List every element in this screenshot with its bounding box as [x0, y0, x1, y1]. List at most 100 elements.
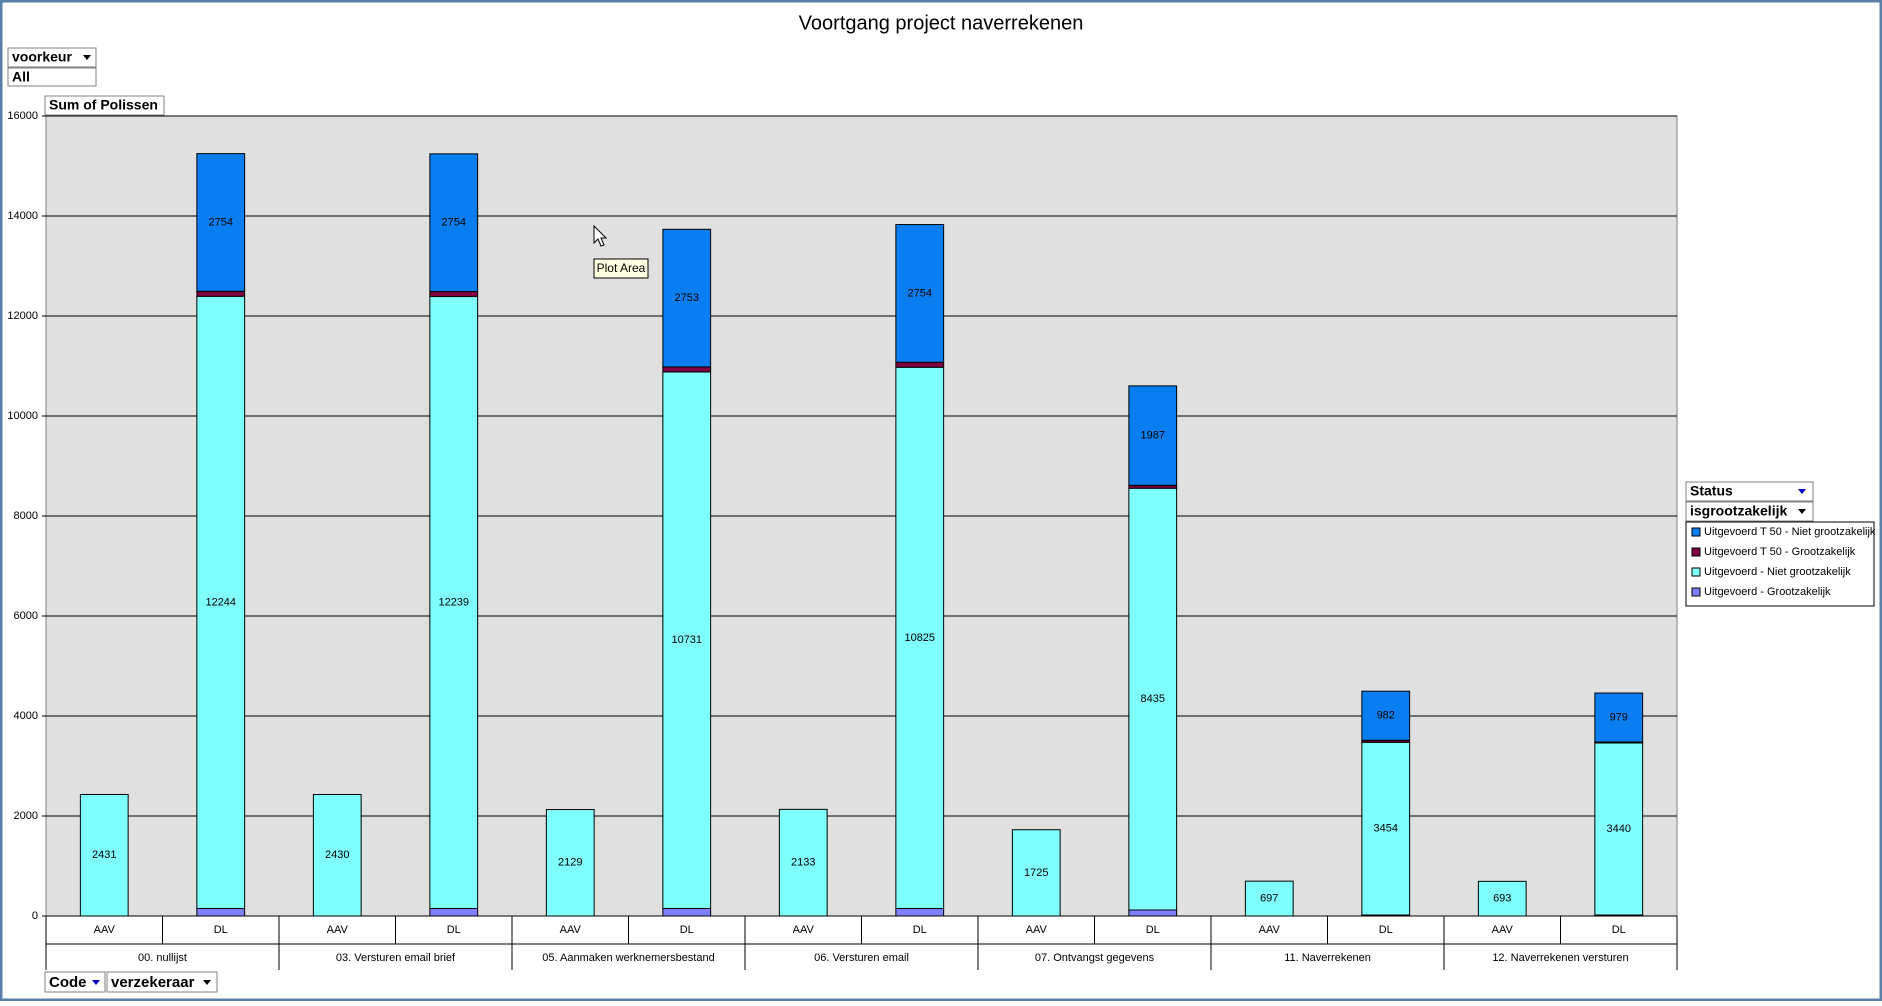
x-tick-label: DL [214, 924, 228, 936]
category-field-button[interactable]: Code [44, 971, 106, 993]
button-label: Code [49, 974, 87, 991]
x-tick-label: AAV [793, 924, 815, 936]
y-tick-label: 12000 [7, 310, 38, 322]
data-label: 697 [1260, 892, 1278, 904]
bar-segment [1594, 742, 1644, 916]
data-label: 2754 [442, 217, 466, 229]
tooltip: Plot Area [593, 258, 649, 279]
legend-swatch [1691, 587, 1701, 597]
category-field-button[interactable]: verzekeraar [106, 971, 218, 993]
box-label: All [12, 69, 30, 85]
dropdown-arrow [203, 980, 211, 985]
data-label: 12239 [438, 596, 469, 608]
page-field-button[interactable]: voorkeur [7, 47, 97, 68]
button-frame [1685, 501, 1814, 522]
group-label: 11. Naverrekenen [1284, 952, 1371, 964]
tooltip-box [593, 258, 649, 279]
bar-segment [429, 296, 479, 909]
group-label: 05. Aanmaken werknemersbestand [542, 952, 714, 964]
y-tick-label: 8000 [14, 510, 38, 522]
plot-layer: 0 2000 4000 6000 8000 10000 12000 14000 16000 AAV… [7, 110, 1876, 970]
legend-swatch [1691, 547, 1701, 557]
x-tick-label: AAV [1259, 924, 1281, 936]
mouse-cursor [593, 224, 608, 247]
dropdown-arrow [1798, 489, 1806, 494]
x-tick-label: DL [680, 924, 694, 936]
dropdown-arrow [1798, 509, 1806, 514]
data-label: 2754 [209, 216, 233, 228]
dropdown-arrow [83, 55, 91, 60]
bar-segment [662, 366, 712, 373]
bar-segment [196, 153, 246, 292]
data-label: 693 [1493, 893, 1511, 905]
bar-segment [1361, 741, 1411, 916]
data-label: 2129 [558, 857, 582, 869]
bar-segment [1128, 487, 1178, 911]
y-tick-label: 14000 [7, 210, 38, 222]
bar-segment [778, 808, 828, 917]
bar-segment [1477, 880, 1527, 917]
box-frame [7, 67, 97, 87]
legend-swatch [1691, 567, 1701, 577]
legend-label: Uitgevoerd - Grootzakelijk [1704, 586, 1831, 598]
bar-segment [1594, 692, 1644, 743]
bar-segment [429, 291, 479, 298]
chart-title: Voortgang project naverrekenen [799, 12, 1084, 34]
x-tick-label: AAV [94, 924, 116, 936]
x-tick-label: AAV [1492, 924, 1514, 936]
tooltip-text: Plot Area [597, 261, 646, 275]
bar-segment [1361, 690, 1411, 741]
bar-segment [196, 290, 246, 297]
data-label: 3440 [1607, 823, 1631, 835]
group-label: 07. Ontvangst gegevens [1035, 952, 1155, 964]
bar-segment [662, 908, 712, 917]
button-label: voorkeur [12, 49, 72, 65]
legend-label: Uitgevoerd T 50 - Niet grootzakelijk [1704, 526, 1876, 538]
button-label: Sum of Polissen [49, 97, 158, 113]
bar-segment [196, 295, 246, 909]
data-label: 3454 [1374, 823, 1398, 835]
bar-segment [895, 908, 945, 917]
series-field-button[interactable]: isgrootzakelijk [1685, 501, 1814, 522]
button-label: verzekeraar [111, 974, 195, 991]
bar-segment [662, 228, 712, 368]
bar-segment [196, 908, 246, 917]
y-tick-label: 2000 [14, 810, 38, 822]
legend-box [1685, 521, 1875, 607]
x-tick-label: AAV [560, 924, 582, 936]
series-field-button[interactable]: Status [1685, 481, 1814, 502]
bar-segment [429, 908, 479, 917]
group-label: 06. Versturen email [814, 952, 909, 964]
bar-segment [1128, 909, 1178, 917]
y-tick-label: 4000 [14, 710, 38, 722]
group-label: 12. Naverrekenen versturen [1492, 952, 1628, 964]
data-label: 2754 [908, 287, 932, 299]
bar-segment [1244, 880, 1294, 917]
page-value-box: All [7, 67, 97, 87]
bar-segment [312, 794, 362, 917]
x-tick-label: DL [913, 924, 927, 936]
y-tick-label: 10000 [7, 410, 38, 422]
x-tick-label: AAV [1026, 924, 1048, 936]
data-label: 2753 [675, 292, 699, 304]
data-label: 12244 [205, 596, 236, 608]
data-label: 2431 [92, 849, 116, 861]
data-label: 1987 [1141, 429, 1165, 441]
y-tick-label: 0 [32, 910, 38, 922]
data-field-button[interactable]: Sum of Polissen [44, 95, 165, 116]
data-label: 10731 [671, 634, 702, 646]
x-tick-label: DL [1379, 924, 1393, 936]
data-label: 2133 [791, 857, 815, 869]
button-label: Status [1690, 483, 1733, 499]
legend-label: Uitgevoerd T 50 - Grootzakelijk [1704, 546, 1856, 558]
bar-segment [1011, 829, 1061, 917]
x-tick-label: AAV [327, 924, 349, 936]
data-label: 8435 [1141, 693, 1165, 705]
x-tick-label: DL [447, 924, 461, 936]
button-label: isgrootzakelijk [1690, 503, 1787, 519]
button-frame [106, 971, 218, 993]
data-label: 10825 [904, 632, 935, 644]
button-frame [7, 47, 97, 68]
group-label: 00. nullijst [138, 952, 187, 964]
